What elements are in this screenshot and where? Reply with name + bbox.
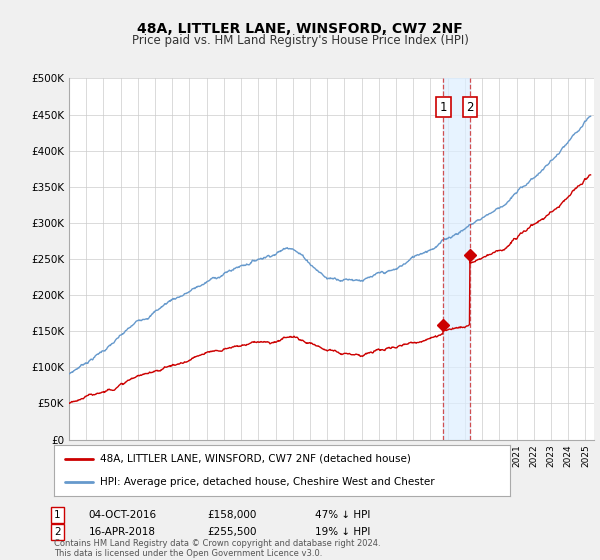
- Text: Contains HM Land Registry data © Crown copyright and database right 2024.
This d: Contains HM Land Registry data © Crown c…: [54, 539, 380, 558]
- Text: HPI: Average price, detached house, Cheshire West and Chester: HPI: Average price, detached house, Ches…: [100, 477, 434, 487]
- Text: 19% ↓ HPI: 19% ↓ HPI: [315, 527, 370, 537]
- Text: Price paid vs. HM Land Registry's House Price Index (HPI): Price paid vs. HM Land Registry's House …: [131, 34, 469, 46]
- Text: 47% ↓ HPI: 47% ↓ HPI: [315, 510, 370, 520]
- Text: 16-APR-2018: 16-APR-2018: [89, 527, 156, 537]
- Text: 04-OCT-2016: 04-OCT-2016: [89, 510, 157, 520]
- Text: 1: 1: [440, 101, 447, 114]
- Text: 2: 2: [54, 527, 61, 537]
- Text: £158,000: £158,000: [207, 510, 256, 520]
- Text: 2: 2: [466, 101, 473, 114]
- Text: £255,500: £255,500: [207, 527, 257, 537]
- Text: 48A, LITTLER LANE, WINSFORD, CW7 2NF (detached house): 48A, LITTLER LANE, WINSFORD, CW7 2NF (de…: [100, 454, 410, 464]
- Text: 1: 1: [54, 510, 61, 520]
- Text: 48A, LITTLER LANE, WINSFORD, CW7 2NF: 48A, LITTLER LANE, WINSFORD, CW7 2NF: [137, 22, 463, 36]
- Bar: [443, 78, 470, 440]
